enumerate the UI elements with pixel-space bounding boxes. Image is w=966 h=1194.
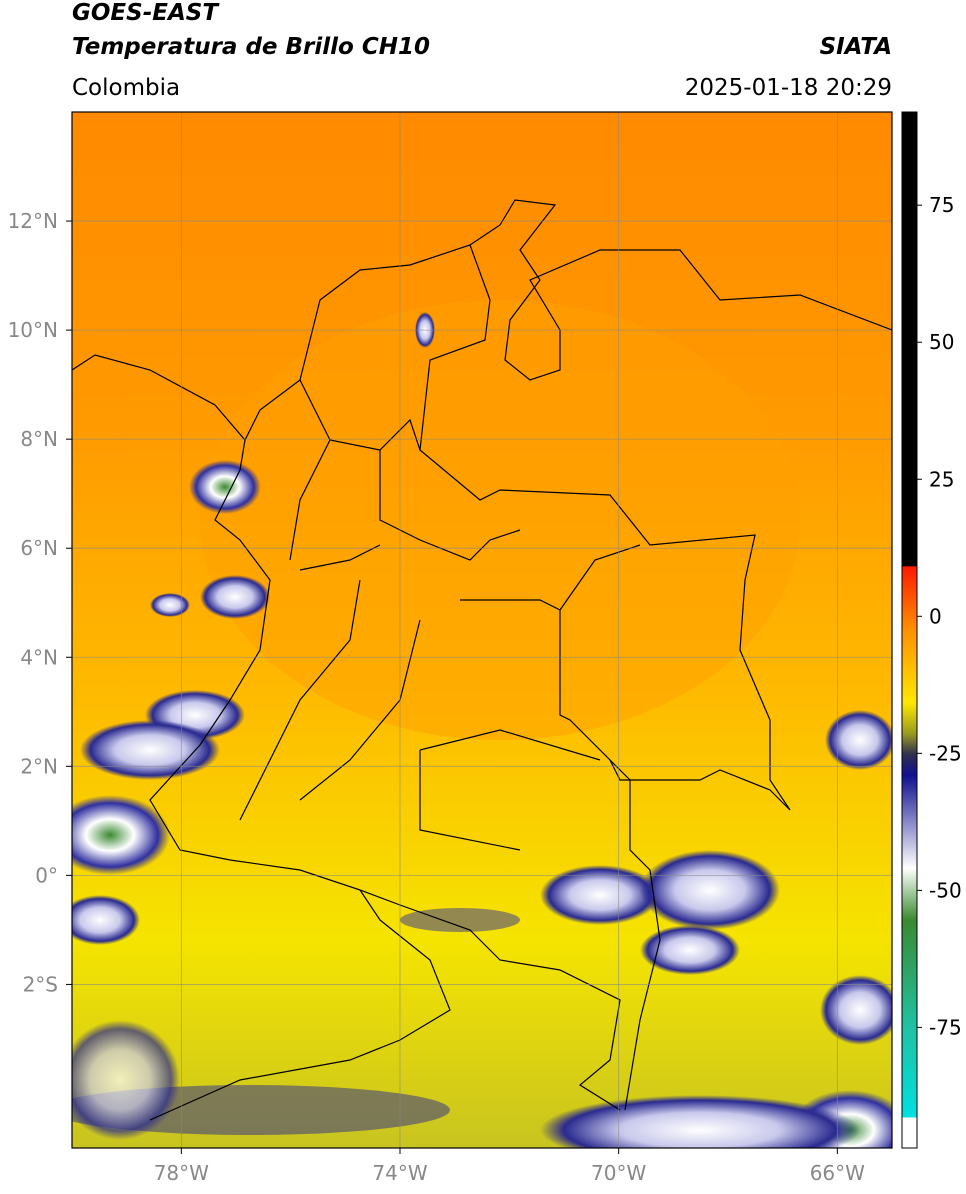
colorbar-tick-label: -50 (929, 878, 962, 902)
warm-area (200, 300, 800, 740)
cloud (72, 1020, 180, 1140)
source: SIATA (820, 34, 892, 60)
cloud (400, 908, 520, 932)
y-tick-label: 4°N (20, 645, 58, 669)
x-tick-label: 70°W (591, 1161, 646, 1185)
cloud (640, 925, 740, 975)
subtitle: Temperatura de Brillo CH10 (72, 34, 430, 60)
y-tick-label: 2°N (20, 754, 58, 778)
title: GOES-EAST (72, 0, 220, 26)
cloud (640, 850, 780, 930)
timestamp: 2025-01-18 20:29 (685, 75, 892, 101)
cloud (72, 795, 170, 875)
colorbar-tick-label: 0 (929, 604, 942, 628)
y-tick-label: 8°N (20, 427, 58, 451)
borders (72, 199, 892, 1121)
cloud (189, 460, 261, 514)
map-frame (71, 111, 893, 1149)
cloud (200, 575, 270, 619)
region: Colombia (72, 75, 180, 101)
y-tick-label: 12°N (8, 209, 58, 233)
colorbar-tick-label: 25 (929, 467, 954, 491)
x-tick-label: 78°W (154, 1161, 209, 1185)
cloud (72, 895, 140, 945)
colorbar (901, 111, 918, 1149)
colorbar-tick-label: -75 (929, 1015, 962, 1039)
cloud (825, 710, 892, 770)
y-tick-label: 6°N (20, 536, 58, 560)
colorbar-tick-label: -25 (929, 741, 962, 765)
map (72, 112, 892, 1148)
cloud (540, 865, 660, 925)
cloud (540, 1095, 860, 1148)
y-tick-label: 0° (35, 863, 58, 887)
y-tick-label: 2°S (23, 972, 58, 996)
colorbar-tick-label: 75 (929, 193, 954, 217)
cloud (820, 975, 892, 1045)
cloud (150, 593, 190, 617)
x-tick-label: 74°W (372, 1161, 427, 1185)
cloud (80, 720, 220, 780)
colorbar-tick-label: 50 (929, 330, 954, 354)
x-tick-label: 66°W (810, 1161, 865, 1185)
y-tick-label: 10°N (8, 318, 58, 342)
